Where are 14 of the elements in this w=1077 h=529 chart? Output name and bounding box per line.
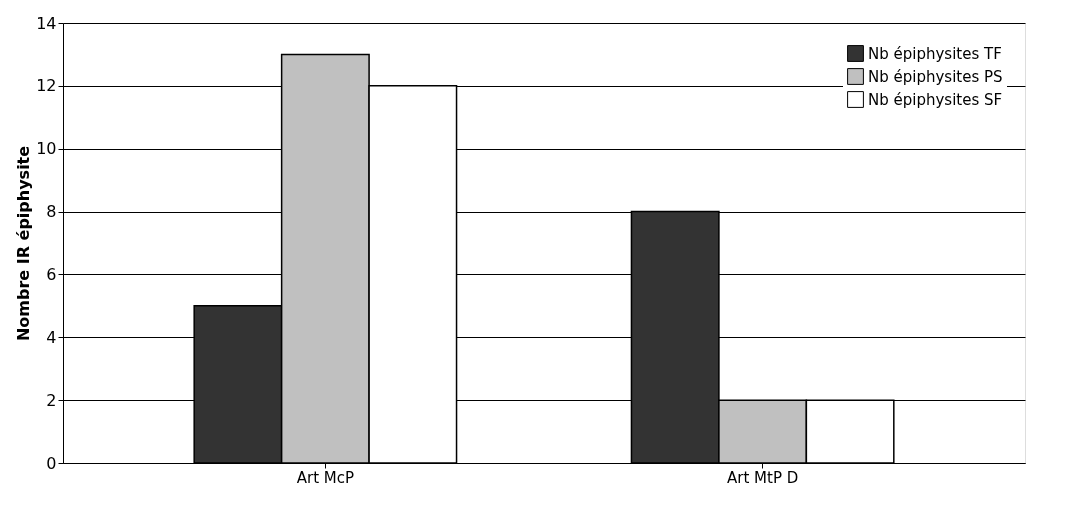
y-tick-label: 6 xyxy=(46,264,57,284)
y-tick-label: 10 xyxy=(36,139,57,159)
legend-label: Nb épiphysites SF xyxy=(868,90,1003,109)
y-tick-label: 2 xyxy=(46,390,57,410)
y-tick-label: 14 xyxy=(36,13,57,33)
y-tick-label: 12 xyxy=(36,76,57,96)
y-tick-label: 8 xyxy=(46,202,57,222)
y-tick-label: 4 xyxy=(46,327,57,347)
x-tick-label: Art MtP D xyxy=(727,468,799,487)
x-tick-label: Art McP xyxy=(296,468,355,487)
legend-label: Nb épiphysites PS xyxy=(868,67,1003,86)
legend-label: Nb épiphysites TF xyxy=(868,44,1002,63)
y-axis-title: Nombre IR épiphysite xyxy=(14,145,34,342)
y-tick-label: 0 xyxy=(46,453,57,473)
